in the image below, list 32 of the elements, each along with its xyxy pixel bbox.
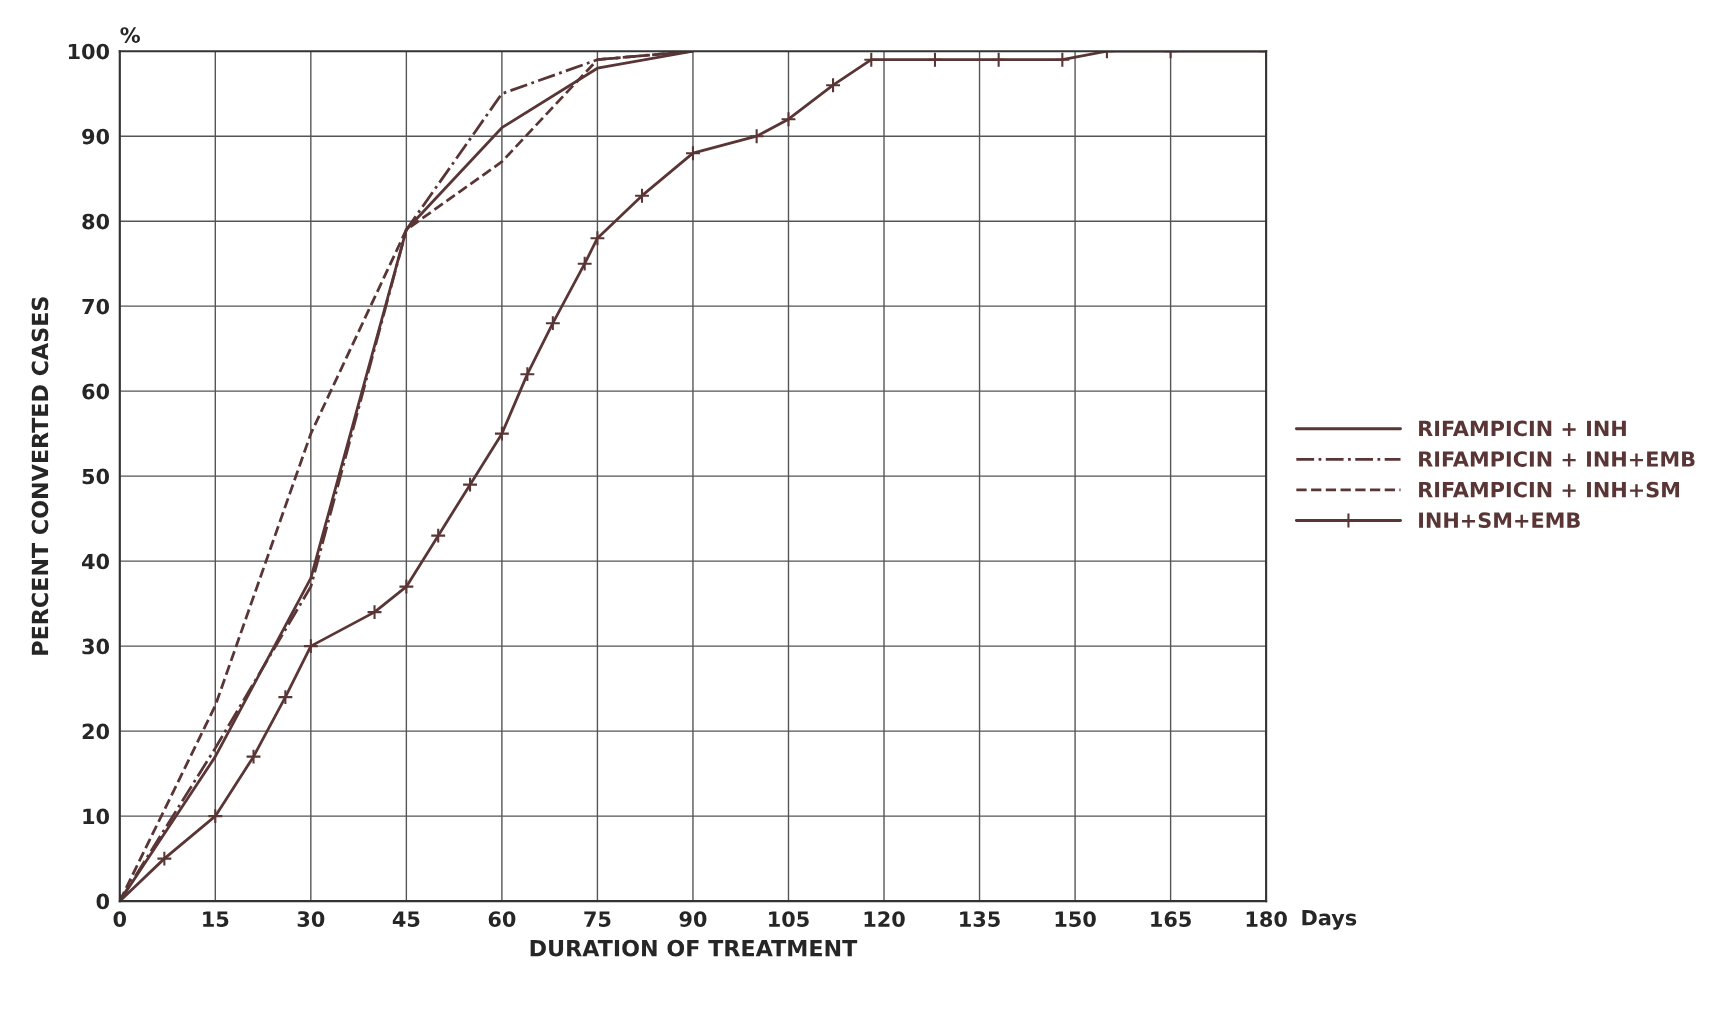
- y-tick-label: 30: [82, 638, 110, 655]
- y-tick-label: 0: [96, 893, 110, 910]
- x-tick-label: 90: [679, 911, 707, 927]
- text: RIFAMPICIN + INH+EMB: [1419, 451, 1695, 467]
- y-tick-label: 90: [82, 128, 110, 145]
- y-tick-label: 40: [81, 553, 110, 570]
- x-tick-label: 105: [769, 911, 809, 927]
- x-tick-label: 120: [864, 911, 905, 927]
- x-tick-label: 60: [488, 911, 516, 927]
- y-tick-label: 10: [83, 808, 110, 825]
- x-tick-label: 45: [392, 911, 420, 927]
- x-tick-label: 0: [113, 911, 127, 927]
- y-tick-label: 50: [82, 468, 110, 485]
- y-tick-label: 60: [82, 383, 110, 400]
- x-axis-title: DURATION OF TREATMENT: [530, 939, 858, 957]
- text: RIFAMPICIN + INH: [1419, 420, 1626, 437]
- x-tick-label: 75: [584, 911, 611, 927]
- y-tick-label: 20: [82, 723, 110, 740]
- text: Days: [1302, 910, 1357, 930]
- y-tick-label: 80: [82, 213, 110, 230]
- text: RIFAMPICIN + INH+SM: [1419, 481, 1680, 498]
- text: %: [120, 27, 140, 43]
- text: INH+SM+EMB: [1419, 512, 1580, 529]
- x-tick-label: 135: [960, 911, 1000, 927]
- x-tick-label: 15: [203, 911, 229, 927]
- x-tick-label: 30: [297, 911, 325, 927]
- y-tick-label: 70: [82, 298, 110, 315]
- x-tick-label: 165: [1151, 911, 1191, 927]
- y-tick-label: 100: [68, 43, 110, 60]
- y-axis-title: PERCENT CONVERTED CASES: [31, 297, 49, 655]
- x-tick-label: 150: [1055, 911, 1096, 927]
- x-tick-label: 180: [1246, 911, 1287, 927]
